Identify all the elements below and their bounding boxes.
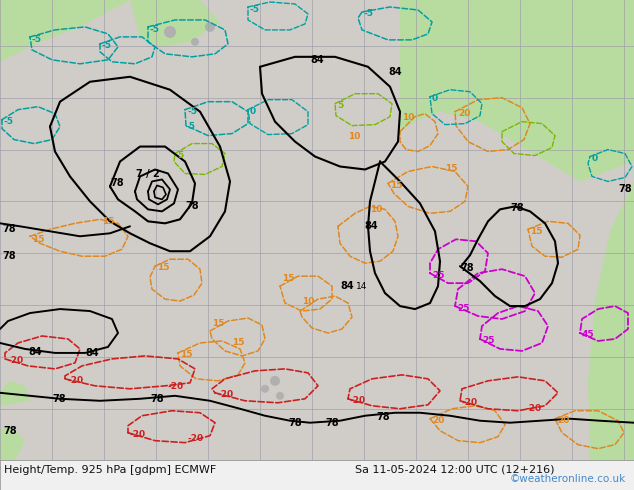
Text: -20: -20	[462, 398, 478, 407]
Text: 84: 84	[364, 221, 378, 231]
Text: 175E: 175E	[10, 466, 26, 470]
Text: 0: 0	[250, 107, 256, 116]
Text: 180E: 180E	[0, 466, 8, 470]
Text: 15: 15	[530, 227, 543, 236]
Text: -5: -5	[188, 107, 198, 116]
Text: 15: 15	[390, 181, 403, 190]
Polygon shape	[400, 0, 634, 181]
Text: 160W: 160W	[79, 466, 97, 470]
Text: 20: 20	[432, 416, 444, 425]
Text: -20: -20	[217, 391, 233, 399]
Text: 120W: 120W	[365, 466, 383, 470]
Text: 10: 10	[370, 205, 382, 214]
Polygon shape	[0, 0, 130, 62]
Polygon shape	[130, 0, 220, 47]
Text: 100W: 100W	[511, 466, 529, 470]
Circle shape	[270, 376, 280, 386]
Text: 25: 25	[432, 270, 444, 280]
Text: 10: 10	[402, 113, 415, 122]
Circle shape	[276, 392, 284, 400]
Text: 0: 0	[432, 94, 438, 103]
Text: Height/Temp. 925 hPa [gdpm] ECMWF: Height/Temp. 925 hPa [gdpm] ECMWF	[4, 465, 216, 475]
Text: -5: -5	[250, 5, 260, 15]
Text: -20: -20	[168, 382, 184, 392]
Text: 84: 84	[340, 281, 354, 291]
Text: 110W: 110W	[439, 466, 457, 470]
Circle shape	[191, 38, 199, 46]
Text: 78: 78	[2, 251, 16, 261]
Text: -20: -20	[7, 356, 23, 366]
Text: 140W: 140W	[219, 466, 237, 470]
Text: 78: 78	[288, 417, 302, 428]
Text: 15: 15	[232, 339, 245, 347]
Text: 95W: 95W	[551, 466, 565, 470]
Text: ©weatheronline.co.uk: ©weatheronline.co.uk	[510, 474, 626, 484]
Circle shape	[164, 26, 176, 38]
Text: 78: 78	[376, 412, 390, 422]
Text: 0: 0	[592, 154, 598, 163]
Text: 84: 84	[388, 67, 401, 77]
Text: 78: 78	[510, 203, 524, 213]
Text: 15: 15	[157, 263, 169, 271]
Text: 25: 25	[457, 304, 470, 313]
Text: 115W: 115W	[401, 466, 419, 470]
Text: 5: 5	[177, 151, 183, 160]
Circle shape	[205, 22, 215, 32]
Text: 78: 78	[460, 263, 474, 273]
Text: 165W: 165W	[45, 466, 63, 470]
Text: 15: 15	[445, 164, 458, 173]
Text: -20: -20	[130, 430, 146, 439]
Text: 15: 15	[180, 350, 193, 360]
Text: 78: 78	[3, 426, 16, 436]
Text: 10: 10	[302, 296, 314, 306]
Polygon shape	[0, 426, 25, 461]
Text: 78: 78	[2, 224, 16, 234]
Text: -5: -5	[364, 9, 374, 19]
Text: 78: 78	[110, 178, 124, 189]
Text: 7 / 2: 7 / 2	[136, 170, 160, 179]
Text: 170W: 170W	[27, 466, 45, 470]
Text: 20: 20	[458, 109, 470, 118]
Text: 135W: 135W	[255, 466, 273, 470]
Polygon shape	[588, 181, 634, 461]
Text: 20: 20	[557, 416, 569, 425]
Text: 90W: 90W	[587, 466, 601, 470]
Text: 78: 78	[150, 394, 164, 404]
Text: 130W: 130W	[291, 466, 309, 470]
Text: -20: -20	[525, 404, 541, 413]
Text: 125W: 125W	[329, 466, 347, 470]
Text: 10: 10	[348, 132, 360, 141]
Text: 84: 84	[28, 347, 42, 357]
Polygon shape	[0, 381, 30, 406]
Text: 45: 45	[582, 330, 595, 340]
Polygon shape	[0, 0, 25, 10]
Text: 5: 5	[337, 101, 343, 110]
Text: 78: 78	[618, 184, 631, 195]
Text: -5: -5	[32, 35, 42, 45]
Text: 14: 14	[356, 282, 367, 291]
Text: 84: 84	[85, 348, 99, 358]
Text: -5: -5	[185, 122, 195, 131]
Text: Sa 11-05-2024 12:00 UTC (12+216): Sa 11-05-2024 12:00 UTC (12+216)	[355, 465, 555, 475]
Text: 78: 78	[185, 201, 198, 211]
Text: 25: 25	[482, 337, 495, 345]
Text: -20: -20	[67, 376, 83, 385]
Text: -5: -5	[150, 25, 160, 34]
Circle shape	[261, 385, 269, 393]
Text: -20: -20	[188, 434, 204, 443]
Text: -5: -5	[102, 41, 112, 50]
Text: -5: -5	[4, 117, 14, 126]
Text: 15: 15	[212, 318, 224, 327]
Text: 78: 78	[52, 394, 66, 404]
Text: 84: 84	[310, 55, 323, 65]
Text: 78: 78	[325, 417, 339, 428]
Text: -20: -20	[350, 396, 366, 405]
Text: 150W: 150W	[149, 466, 167, 470]
Text: 145W: 145W	[183, 466, 201, 470]
Text: 15: 15	[32, 235, 44, 244]
Text: 105W: 105W	[475, 466, 493, 470]
Text: 155W: 155W	[113, 466, 131, 470]
Text: 15: 15	[282, 273, 295, 283]
Text: 15: 15	[102, 217, 115, 226]
